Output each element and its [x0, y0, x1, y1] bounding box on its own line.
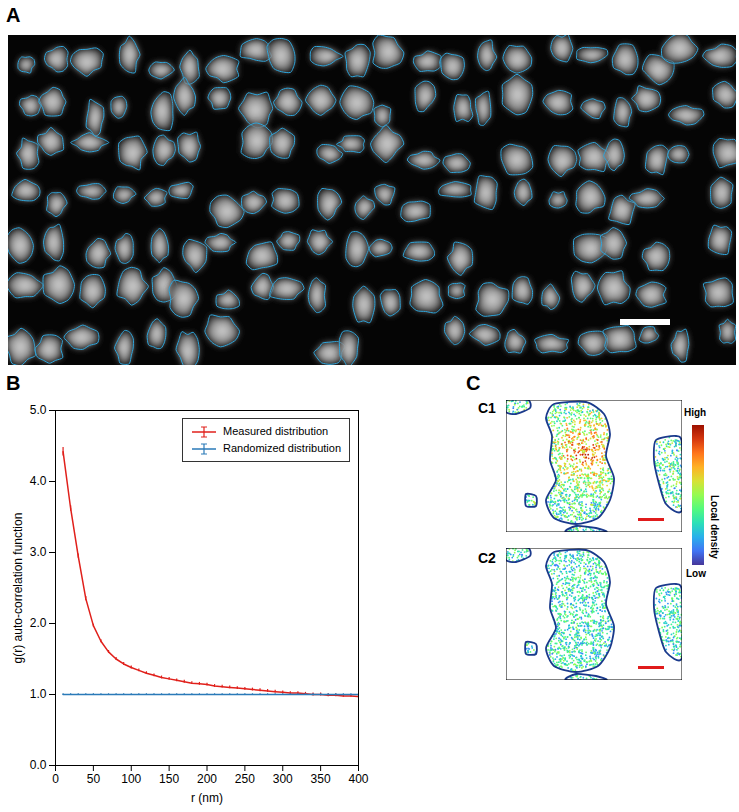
svg-text:g(r) auto-correlation function: g(r) auto-correlation function [11, 513, 25, 664]
html-text:A: A [6, 4, 21, 26]
svg-text:5.0: 5.0 [30, 403, 47, 417]
html-text:B: B [6, 372, 21, 394]
svg-text:0: 0 [52, 772, 59, 786]
svg-text:4.0: 4.0 [30, 474, 47, 488]
html-text:C2: C2 [478, 550, 496, 566]
svg-text:0.0: 0.0 [30, 758, 47, 772]
svg-text:100: 100 [121, 772, 141, 786]
svg-text:350: 350 [311, 772, 331, 786]
svg-text:150: 150 [159, 772, 179, 786]
html-text:Randomized distribution: Randomized distribution [223, 442, 341, 454]
svg-text:200: 200 [197, 772, 217, 786]
svg-text:50: 50 [87, 772, 101, 786]
svg-text:2.0: 2.0 [30, 616, 47, 630]
svg-text:400: 400 [348, 772, 368, 786]
svg-text:3.0: 3.0 [30, 545, 47, 559]
html-text:C1: C1 [478, 400, 496, 416]
html-text:Low: Low [686, 568, 706, 579]
svg-text:1.0: 1.0 [30, 687, 47, 701]
svg-text:300: 300 [273, 772, 293, 786]
html-text:Local density: Local density [708, 495, 720, 559]
svg-text:250: 250 [235, 772, 255, 786]
html-text:Measured distribution: Measured distribution [223, 425, 329, 437]
svg-text:r (nm): r (nm) [191, 791, 223, 805]
html-text:C: C [466, 372, 481, 394]
html-text:High: High [684, 407, 707, 418]
